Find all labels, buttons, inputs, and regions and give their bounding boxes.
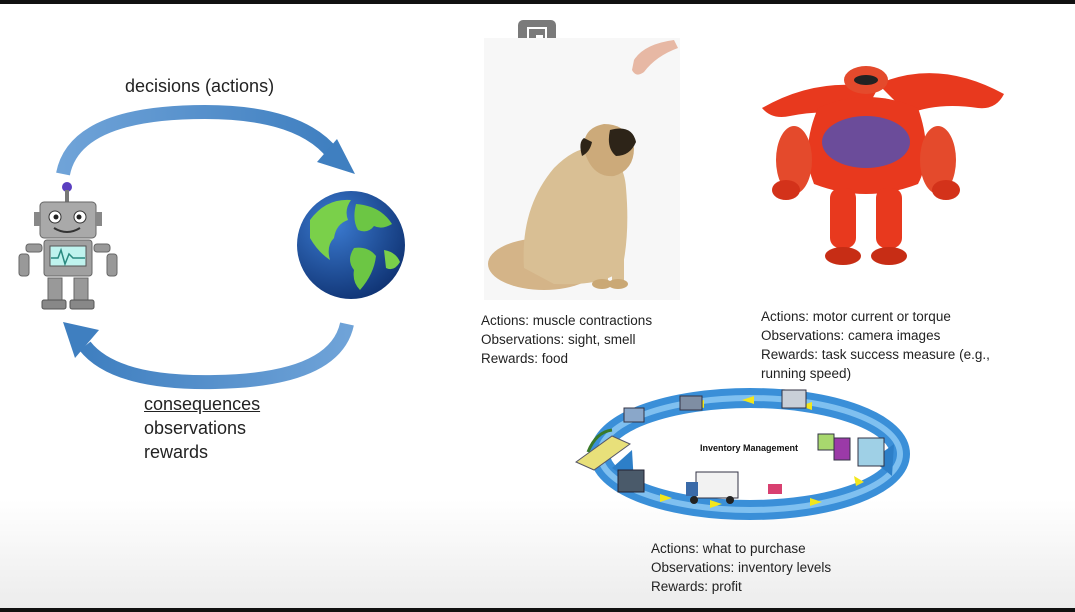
inventory-rewards: Rewards: profit: [651, 579, 742, 594]
red-robot-photo: [762, 66, 1004, 265]
decisions-label: decisions (actions): [125, 76, 275, 96]
video-bottom-bar: [0, 608, 1075, 612]
video-top-bar: [0, 0, 1075, 4]
inventory-observations: Observations: inventory levels: [651, 560, 832, 575]
dog-caption: Actions: muscle contractions Observation…: [481, 311, 652, 368]
dog-photo: [484, 38, 680, 300]
consequences-label: consequences: [144, 394, 261, 414]
observations-label: observations: [144, 418, 247, 438]
dog-actions: Actions: muscle contractions: [481, 313, 653, 328]
inventory-caption: Actions: what to purchase Observations: …: [651, 539, 831, 596]
robot-rewards-line1: Rewards: task success measure (e.g.,: [761, 347, 990, 362]
inventory-management-label: Inventory Management: [700, 443, 799, 453]
bottom-curved-arrow: [63, 322, 354, 390]
robot-rewards-line2: running speed): [761, 366, 852, 381]
robot-caption: Actions: motor current or torque Observa…: [761, 307, 990, 383]
inventory-actions: Actions: what to purchase: [651, 541, 806, 556]
robot-observations: Observations: camera images: [761, 328, 941, 343]
slide: decisions (actions): [0, 4, 1075, 608]
dog-rewards: Rewards: food: [481, 351, 569, 366]
robot-agent-icon: [18, 182, 118, 310]
consequences-block: consequences observations rewards: [144, 392, 260, 464]
rewards-label: rewards: [144, 442, 209, 462]
globe-world-icon: [297, 191, 405, 299]
dog-observations: Observations: sight, smell: [481, 332, 636, 347]
robot-actions: Actions: motor current or torque: [761, 309, 951, 324]
top-curved-arrow: [56, 104, 355, 176]
inventory-cycle-diagram: [575, 388, 910, 520]
